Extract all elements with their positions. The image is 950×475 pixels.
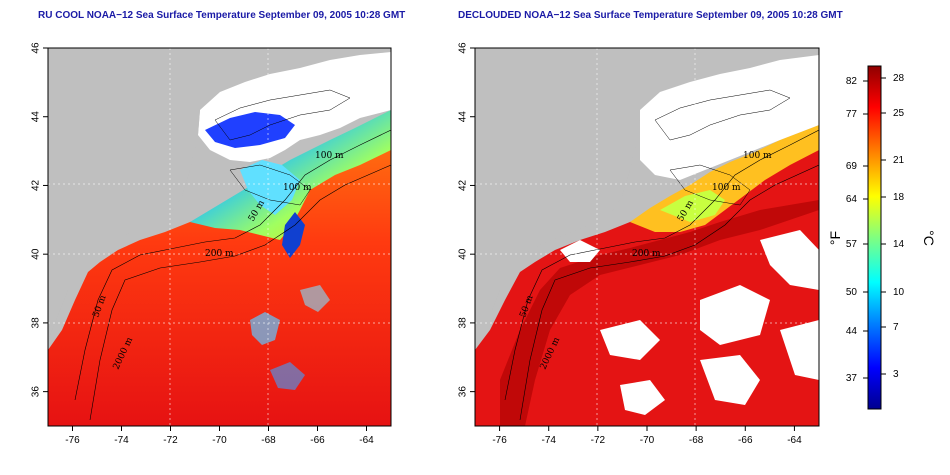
colorbar-ticks: 82 77 69 64 57 50 44 37 28 25 21 18 14 10 7 3: [846, 73, 905, 384]
contour-label: 100 m: [283, 183, 312, 193]
fahrenheit-unit-label: °F: [827, 231, 843, 245]
graticule: [475, 48, 819, 426]
x-tick-label: -66: [738, 435, 753, 446]
celsius-tick-label: 21: [893, 155, 905, 166]
cloud-gap: [760, 230, 819, 290]
fahrenheit-tick-label: 57: [846, 239, 858, 250]
cold-water-patch: [205, 112, 295, 148]
warm-ocean-region: [475, 140, 819, 426]
y-tick-label: 42: [458, 179, 469, 191]
celsius-tick-label: 3: [893, 369, 899, 380]
depth-contour-line: [669, 164, 751, 206]
cold-filament: [282, 212, 305, 258]
depth-contour-line: [89, 164, 391, 421]
y-tick-label: 40: [458, 248, 469, 260]
contour-label: 200 m: [205, 249, 234, 259]
y-tick-label: 36: [458, 386, 469, 398]
x-tick-label: -64: [359, 435, 374, 446]
hot-ocean-band: [500, 200, 819, 426]
left-map-title: RU COOL NOAA−12 Sea Surface Temperature …: [38, 10, 406, 21]
cloud-gap: [700, 285, 770, 345]
fahrenheit-tick-label: 69: [846, 161, 858, 172]
right-axis-ticks: -76 -74 -72 -70 -68 -66 -64 36 38 40 42 44 46: [458, 42, 802, 446]
depth-contour-line: [229, 164, 311, 206]
cloud-speckle: [250, 312, 280, 345]
depth-contour-line: [654, 89, 791, 141]
x-tick-label: -68: [689, 435, 704, 446]
celsius-tick-label: 10: [893, 287, 905, 298]
celsius-tick-label: 28: [893, 73, 905, 84]
temperature-colorbar: 82 77 69 64 57 50 44 37 28 25 21 18 14 10 7 3 °F °C: [827, 65, 937, 410]
fahrenheit-tick-label: 82: [846, 76, 858, 87]
cloud-gap: [620, 380, 665, 415]
contour-label: 100 m: [743, 151, 772, 161]
coastline-land: [475, 48, 640, 340]
cloud-gap: [560, 240, 600, 262]
cloud-region: [640, 55, 819, 180]
x-tick-label: -68: [261, 435, 276, 446]
x-tick-label: -70: [640, 435, 655, 446]
fahrenheit-tick-label: 64: [846, 194, 858, 205]
celsius-unit-label: °C: [921, 230, 937, 246]
cool-water-patch: [240, 160, 300, 215]
x-tick-label: -76: [65, 435, 80, 446]
y-tick-label: 36: [31, 386, 42, 398]
y-tick-label: 38: [31, 317, 42, 329]
y-tick-label: 40: [31, 248, 42, 260]
fahrenheit-tick-label: 44: [846, 326, 858, 337]
right-map-title: DECLOUDED NOAA−12 Sea Surface Temperatur…: [458, 10, 843, 21]
x-tick-label: -64: [787, 435, 802, 446]
cloud-speckle: [300, 285, 330, 312]
left-sst-map[interactable]: 100 m 100 m 50 m 200 m 50 m 2000 m -76 -7…: [31, 42, 392, 446]
x-tick-label: -74: [114, 435, 129, 446]
depth-contour-line: [519, 164, 819, 421]
x-tick-label: -70: [212, 435, 227, 446]
coastline-land: [48, 48, 200, 340]
cool-water-patch: [660, 190, 725, 222]
y-tick-label: 42: [31, 179, 42, 191]
cloud-gap: [600, 320, 660, 360]
right-sst-map[interactable]: 100 m 100 m 50 m 200 m 50 m 2000 m -76 -7…: [458, 42, 820, 446]
x-tick-label: -74: [541, 435, 556, 446]
celsius-tick-label: 14: [893, 239, 905, 250]
fahrenheit-tick-label: 77: [846, 109, 858, 120]
graticule: [48, 48, 391, 426]
left-axis-ticks: -76 -74 -72 -70 -68 -66 -64 36 38 40 42 44 46: [31, 42, 375, 446]
y-tick-label: 44: [31, 111, 42, 123]
x-tick-label: -66: [310, 435, 325, 446]
y-tick-label: 44: [458, 111, 469, 123]
colorbar-gradient: [867, 65, 882, 410]
cloud-speckle: [270, 362, 305, 390]
cloud-gap: [780, 320, 819, 380]
y-tick-label: 46: [458, 42, 469, 54]
y-tick-label: 46: [31, 42, 42, 54]
contour-label: 100 m: [712, 183, 741, 193]
depth-contour-line: [214, 89, 351, 141]
x-tick-label: -72: [591, 435, 606, 446]
cloud-gap: [700, 355, 760, 405]
celsius-tick-label: 7: [893, 322, 899, 333]
y-tick-label: 38: [458, 317, 469, 329]
x-tick-label: -76: [492, 435, 507, 446]
depth-contour-line: [504, 129, 819, 401]
celsius-tick-label: 25: [893, 108, 905, 119]
x-tick-label: -72: [163, 435, 178, 446]
contour-label: 200 m: [632, 249, 661, 259]
contour-label: 100 m: [315, 151, 344, 161]
celsius-tick-label: 18: [893, 192, 905, 203]
fahrenheit-tick-label: 37: [846, 373, 858, 384]
depth-contour-line: [74, 129, 391, 401]
fahrenheit-tick-label: 50: [846, 287, 858, 298]
